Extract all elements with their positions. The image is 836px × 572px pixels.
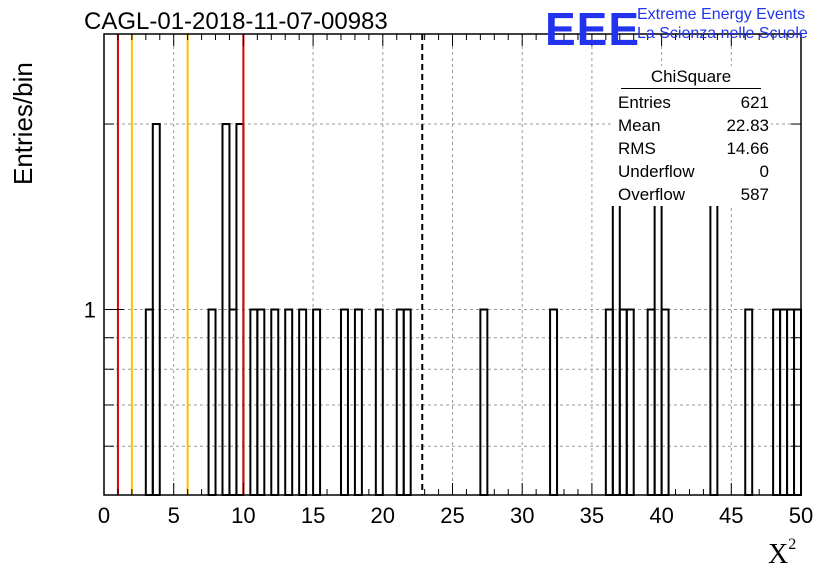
stats-value: 587 xyxy=(740,185,769,204)
stats-row-underflow: Underflow 0 xyxy=(611,160,771,183)
x-tick-label: 10 xyxy=(231,503,255,528)
x-axis-label: X2 xyxy=(768,536,796,571)
y-tick-label: 1 xyxy=(84,298,96,323)
x-tick-label: 20 xyxy=(371,503,395,528)
x-tick-label: 30 xyxy=(510,503,534,528)
x-tick-label: 40 xyxy=(649,503,673,528)
logo-line-2: La Scienza nelle Scuole xyxy=(637,25,808,42)
chart-title: CAGL-01-2018-11-07-00983 xyxy=(84,8,388,35)
stats-value: 22.83 xyxy=(726,116,769,135)
stats-value: 14.66 xyxy=(726,139,769,158)
stats-row-overflow: Overflow 587 xyxy=(611,183,771,206)
x-axis-label-symbol: X xyxy=(768,539,789,570)
x-tick-label: 15 xyxy=(301,503,325,528)
stats-label: RMS xyxy=(618,139,656,158)
stats-box: ChiSquare Entries 621 Mean 22.83 RMS 14.66 … xyxy=(611,66,771,206)
x-tick-label: 25 xyxy=(440,503,464,528)
x-tick-label: 5 xyxy=(168,503,180,528)
x-tick-label: 35 xyxy=(580,503,604,528)
stats-row-mean: Mean 22.83 xyxy=(611,114,771,137)
x-tick-label: 0 xyxy=(98,503,110,528)
x-axis-label-exponent: 2 xyxy=(788,536,797,553)
stats-title: ChiSquare xyxy=(621,66,761,89)
stats-label: Overflow xyxy=(618,185,686,204)
eee-logo: EEE xyxy=(545,3,641,55)
x-tick-label: 45 xyxy=(719,503,743,528)
stats-label: Entries xyxy=(618,93,671,112)
x-tick-label: 50 xyxy=(789,503,813,528)
stats-label: Mean xyxy=(618,116,661,135)
stats-label: Underflow xyxy=(618,162,695,181)
stats-value: 0 xyxy=(759,162,769,181)
stats-row-entries: Entries 621 xyxy=(611,91,771,114)
y-axis-label: Entries/bin xyxy=(8,62,38,185)
stats-value: 621 xyxy=(740,93,769,112)
logo-line-1: Extreme Energy Events xyxy=(637,6,806,23)
stats-row-rms: RMS 14.66 xyxy=(611,137,771,160)
